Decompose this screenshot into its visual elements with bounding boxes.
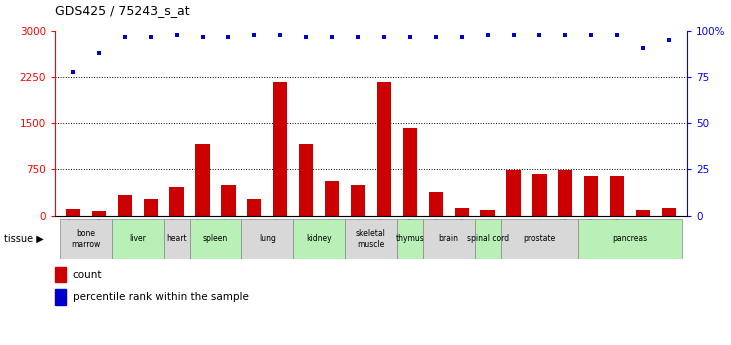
FancyBboxPatch shape xyxy=(501,219,578,259)
Bar xyxy=(636,210,650,216)
Bar xyxy=(221,186,235,216)
Bar xyxy=(92,211,106,216)
Text: bone
marrow: bone marrow xyxy=(72,229,101,249)
Point xyxy=(67,69,79,75)
Bar xyxy=(428,191,443,216)
Point xyxy=(93,50,105,56)
Bar xyxy=(558,170,572,216)
Text: percentile rank within the sample: percentile rank within the sample xyxy=(72,292,249,302)
FancyBboxPatch shape xyxy=(241,219,293,259)
Text: brain: brain xyxy=(439,234,459,244)
Point xyxy=(145,34,156,39)
Bar xyxy=(247,199,262,216)
FancyBboxPatch shape xyxy=(578,219,682,259)
FancyBboxPatch shape xyxy=(397,219,423,259)
Bar xyxy=(662,208,676,216)
Bar xyxy=(195,144,210,216)
Bar xyxy=(299,144,314,216)
Text: heart: heart xyxy=(167,234,187,244)
Bar xyxy=(584,176,599,216)
FancyBboxPatch shape xyxy=(423,219,474,259)
FancyBboxPatch shape xyxy=(345,219,397,259)
Point xyxy=(586,32,597,38)
Text: tissue ▶: tissue ▶ xyxy=(4,234,43,244)
Bar xyxy=(55,267,67,282)
Bar xyxy=(66,209,80,216)
Bar xyxy=(351,186,366,216)
Point xyxy=(637,45,649,50)
Text: count: count xyxy=(72,270,102,280)
Point xyxy=(663,38,675,43)
Text: spleen: spleen xyxy=(203,234,228,244)
Text: GDS425 / 75243_s_at: GDS425 / 75243_s_at xyxy=(55,4,189,17)
Text: lung: lung xyxy=(259,234,276,244)
Point xyxy=(171,32,183,38)
Bar xyxy=(143,199,158,216)
FancyBboxPatch shape xyxy=(112,219,164,259)
FancyBboxPatch shape xyxy=(164,219,189,259)
Point xyxy=(430,34,442,39)
Bar xyxy=(480,210,495,216)
Bar xyxy=(325,181,339,216)
Point xyxy=(249,32,260,38)
Point xyxy=(611,32,623,38)
Point xyxy=(300,34,312,39)
FancyBboxPatch shape xyxy=(60,219,112,259)
Text: skeletal
muscle: skeletal muscle xyxy=(356,229,386,249)
Bar xyxy=(532,174,547,216)
Point xyxy=(404,34,416,39)
Bar xyxy=(455,208,469,216)
Bar xyxy=(403,128,417,216)
Point xyxy=(378,34,390,39)
Text: thymus: thymus xyxy=(395,234,424,244)
Text: kidney: kidney xyxy=(306,234,332,244)
Bar xyxy=(55,289,67,305)
Point xyxy=(456,34,468,39)
Text: prostate: prostate xyxy=(523,234,556,244)
Point xyxy=(534,32,545,38)
Point xyxy=(326,34,338,39)
Point xyxy=(119,34,131,39)
Bar xyxy=(376,81,391,216)
Bar xyxy=(507,170,520,216)
Point xyxy=(274,32,286,38)
Point xyxy=(482,32,493,38)
FancyBboxPatch shape xyxy=(189,219,241,259)
Point xyxy=(197,34,208,39)
FancyBboxPatch shape xyxy=(474,219,501,259)
Bar xyxy=(610,176,624,216)
FancyBboxPatch shape xyxy=(293,219,345,259)
Bar xyxy=(273,81,287,216)
Bar xyxy=(118,195,132,216)
Point xyxy=(507,32,519,38)
Bar xyxy=(170,187,183,216)
Point xyxy=(559,32,571,38)
Point xyxy=(223,34,235,39)
Text: spinal cord: spinal cord xyxy=(466,234,509,244)
Text: pancreas: pancreas xyxy=(613,234,648,244)
Point xyxy=(352,34,364,39)
Text: liver: liver xyxy=(129,234,146,244)
